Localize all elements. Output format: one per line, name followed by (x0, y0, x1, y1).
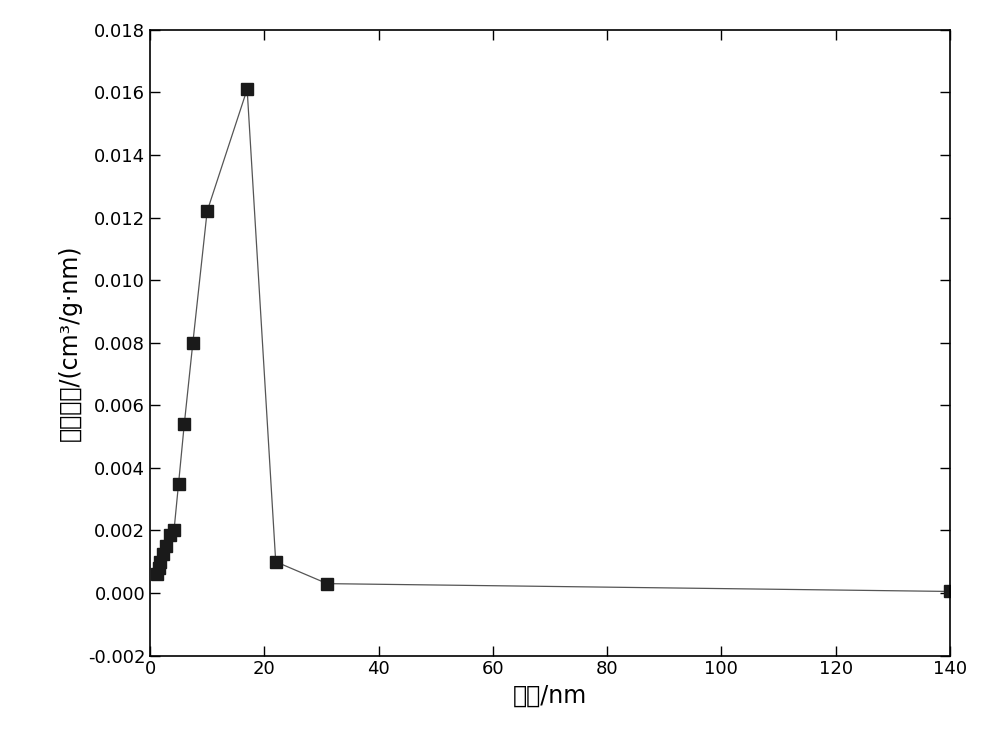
Y-axis label: 孔容分布/(cm³/g·nm): 孔容分布/(cm³/g·nm) (58, 244, 82, 441)
X-axis label: 孔径/nm: 孔径/nm (513, 684, 587, 708)
